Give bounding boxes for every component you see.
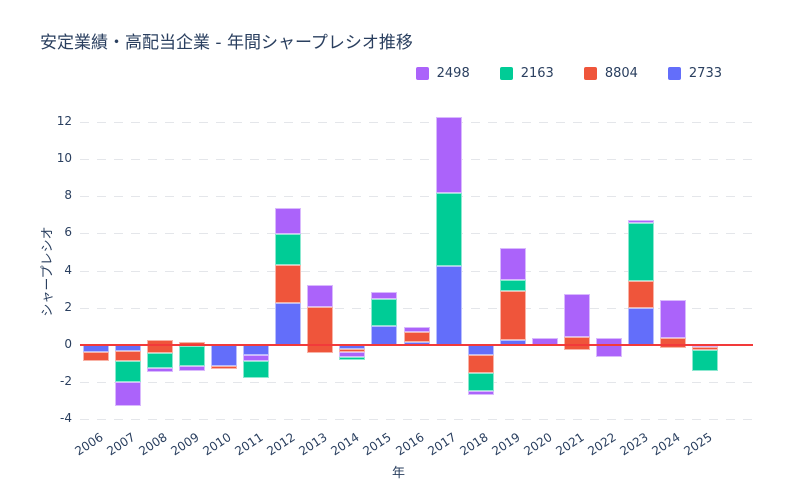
bar-segment-2024-2498[interactable]	[660, 300, 686, 339]
bar-segment-2012-2733[interactable]	[275, 302, 301, 345]
bar-segment-2011-2163[interactable]	[243, 361, 269, 379]
legend-swatch-blue	[667, 67, 681, 80]
bar-segment-2015-2163[interactable]	[371, 299, 397, 326]
y-tick-label: 6	[64, 225, 72, 239]
bar-segment-2017-2163[interactable]	[436, 193, 462, 266]
bar-segment-2025-2163[interactable]	[692, 349, 718, 371]
legend-item-2733[interactable]: 2733	[667, 66, 722, 81]
bar-segment-2013-2498[interactable]	[307, 284, 333, 308]
bar-segment-2023-2498[interactable]	[628, 220, 654, 223]
gridline-y4	[80, 271, 753, 272]
bar-segment-2016-8804[interactable]	[404, 332, 430, 343]
bar-segment-2011-2498[interactable]	[243, 354, 269, 362]
bar-segment-2012-2163[interactable]	[275, 234, 301, 266]
bar-segment-2011-2733[interactable]	[243, 345, 269, 355]
bar-segment-2018-2733[interactable]	[468, 345, 494, 355]
bar-segment-2006-2733[interactable]	[83, 345, 109, 352]
bar-segment-2006-8804[interactable]	[83, 351, 109, 361]
legend-item-8804[interactable]: 8804	[583, 66, 638, 81]
bar-segment-2019-2163[interactable]	[500, 280, 526, 292]
bar-segment-2018-2163[interactable]	[468, 373, 494, 391]
bar-segment-2021-8804[interactable]	[564, 336, 590, 350]
bar-segment-2025-8804[interactable]	[692, 347, 718, 350]
bar-segment-2012-8804[interactable]	[275, 265, 301, 303]
legend-item-2498[interactable]: 2498	[415, 66, 470, 81]
bar-segment-2014-2498[interactable]	[339, 352, 365, 357]
legend-swatch-purple	[415, 67, 429, 80]
bar-segment-2007-2163[interactable]	[115, 361, 141, 382]
legend-label: 2498	[436, 66, 470, 81]
gridline-y-2	[80, 382, 753, 383]
legend: 2498 2163 8804 2733	[415, 66, 722, 81]
bar-segment-2017-2498[interactable]	[436, 117, 462, 194]
gridline-y2	[80, 308, 753, 309]
gridline-y10	[80, 159, 753, 160]
bar-segment-2008-2163[interactable]	[147, 353, 173, 369]
zero-line	[80, 344, 753, 346]
bar-segment-2023-8804[interactable]	[628, 281, 654, 309]
bar-segment-2024-8804[interactable]	[660, 338, 686, 348]
gridline-y-4	[80, 419, 753, 420]
bar-segment-2015-2733[interactable]	[371, 326, 397, 345]
bar-segment-2022-2498[interactable]	[596, 338, 622, 357]
chart-title: 安定業績・高配当企業 - 年間シャープレシオ推移	[40, 33, 413, 53]
bar-segment-2010-8804[interactable]	[211, 366, 237, 370]
bar-segment-2018-8804[interactable]	[468, 354, 494, 374]
bar-segment-2009-2163[interactable]	[179, 345, 205, 367]
bar-segment-2008-8804[interactable]	[147, 340, 173, 354]
y-tick-label: 10	[56, 151, 72, 165]
legend-label: 2163	[520, 66, 554, 81]
bar-segment-2018-2498[interactable]	[468, 390, 494, 396]
y-tick-label: 8	[64, 188, 72, 202]
legend-label: 2733	[688, 66, 722, 81]
bar-segment-2014-2163[interactable]	[339, 356, 365, 360]
bar-segment-2015-2498[interactable]	[371, 291, 397, 300]
bar-segment-2013-8804[interactable]	[307, 307, 333, 354]
bar-segment-2019-2498[interactable]	[500, 247, 526, 281]
bar-segment-2009-2498[interactable]	[179, 366, 205, 372]
y-tick-label: 12	[56, 114, 72, 128]
gridline-y6	[80, 233, 753, 234]
bar-segment-2012-2498[interactable]	[275, 208, 301, 234]
gridline-y12	[80, 122, 753, 123]
legend-item-2163[interactable]: 2163	[499, 66, 554, 81]
bar-segment-2014-8804[interactable]	[339, 348, 365, 353]
y-tick-label: -2	[60, 374, 72, 388]
bar-segment-2019-8804[interactable]	[500, 291, 526, 341]
y-tick-label: -4	[60, 411, 72, 425]
bar-segment-2007-2498[interactable]	[115, 381, 141, 407]
y-tick-label: 4	[64, 263, 72, 277]
y-tick-label: 0	[64, 337, 72, 351]
bar-segment-2008-2498[interactable]	[147, 368, 173, 373]
legend-label: 8804	[604, 66, 638, 81]
bar-segment-2023-2163[interactable]	[628, 222, 654, 281]
bar-segment-2021-2498[interactable]	[564, 294, 590, 337]
bar-segment-2017-2733[interactable]	[436, 265, 462, 345]
bar-segment-2023-2733[interactable]	[628, 308, 654, 345]
legend-swatch-red	[583, 67, 597, 80]
y-tick-label: 2	[64, 300, 72, 314]
x-axis-title: 年	[392, 466, 406, 481]
bar-segment-2007-8804[interactable]	[115, 350, 141, 361]
bar-segment-2016-2498[interactable]	[404, 327, 430, 332]
bar-segment-2010-2733[interactable]	[211, 345, 237, 366]
legend-swatch-green	[499, 67, 513, 80]
gridline-y8	[80, 196, 753, 197]
